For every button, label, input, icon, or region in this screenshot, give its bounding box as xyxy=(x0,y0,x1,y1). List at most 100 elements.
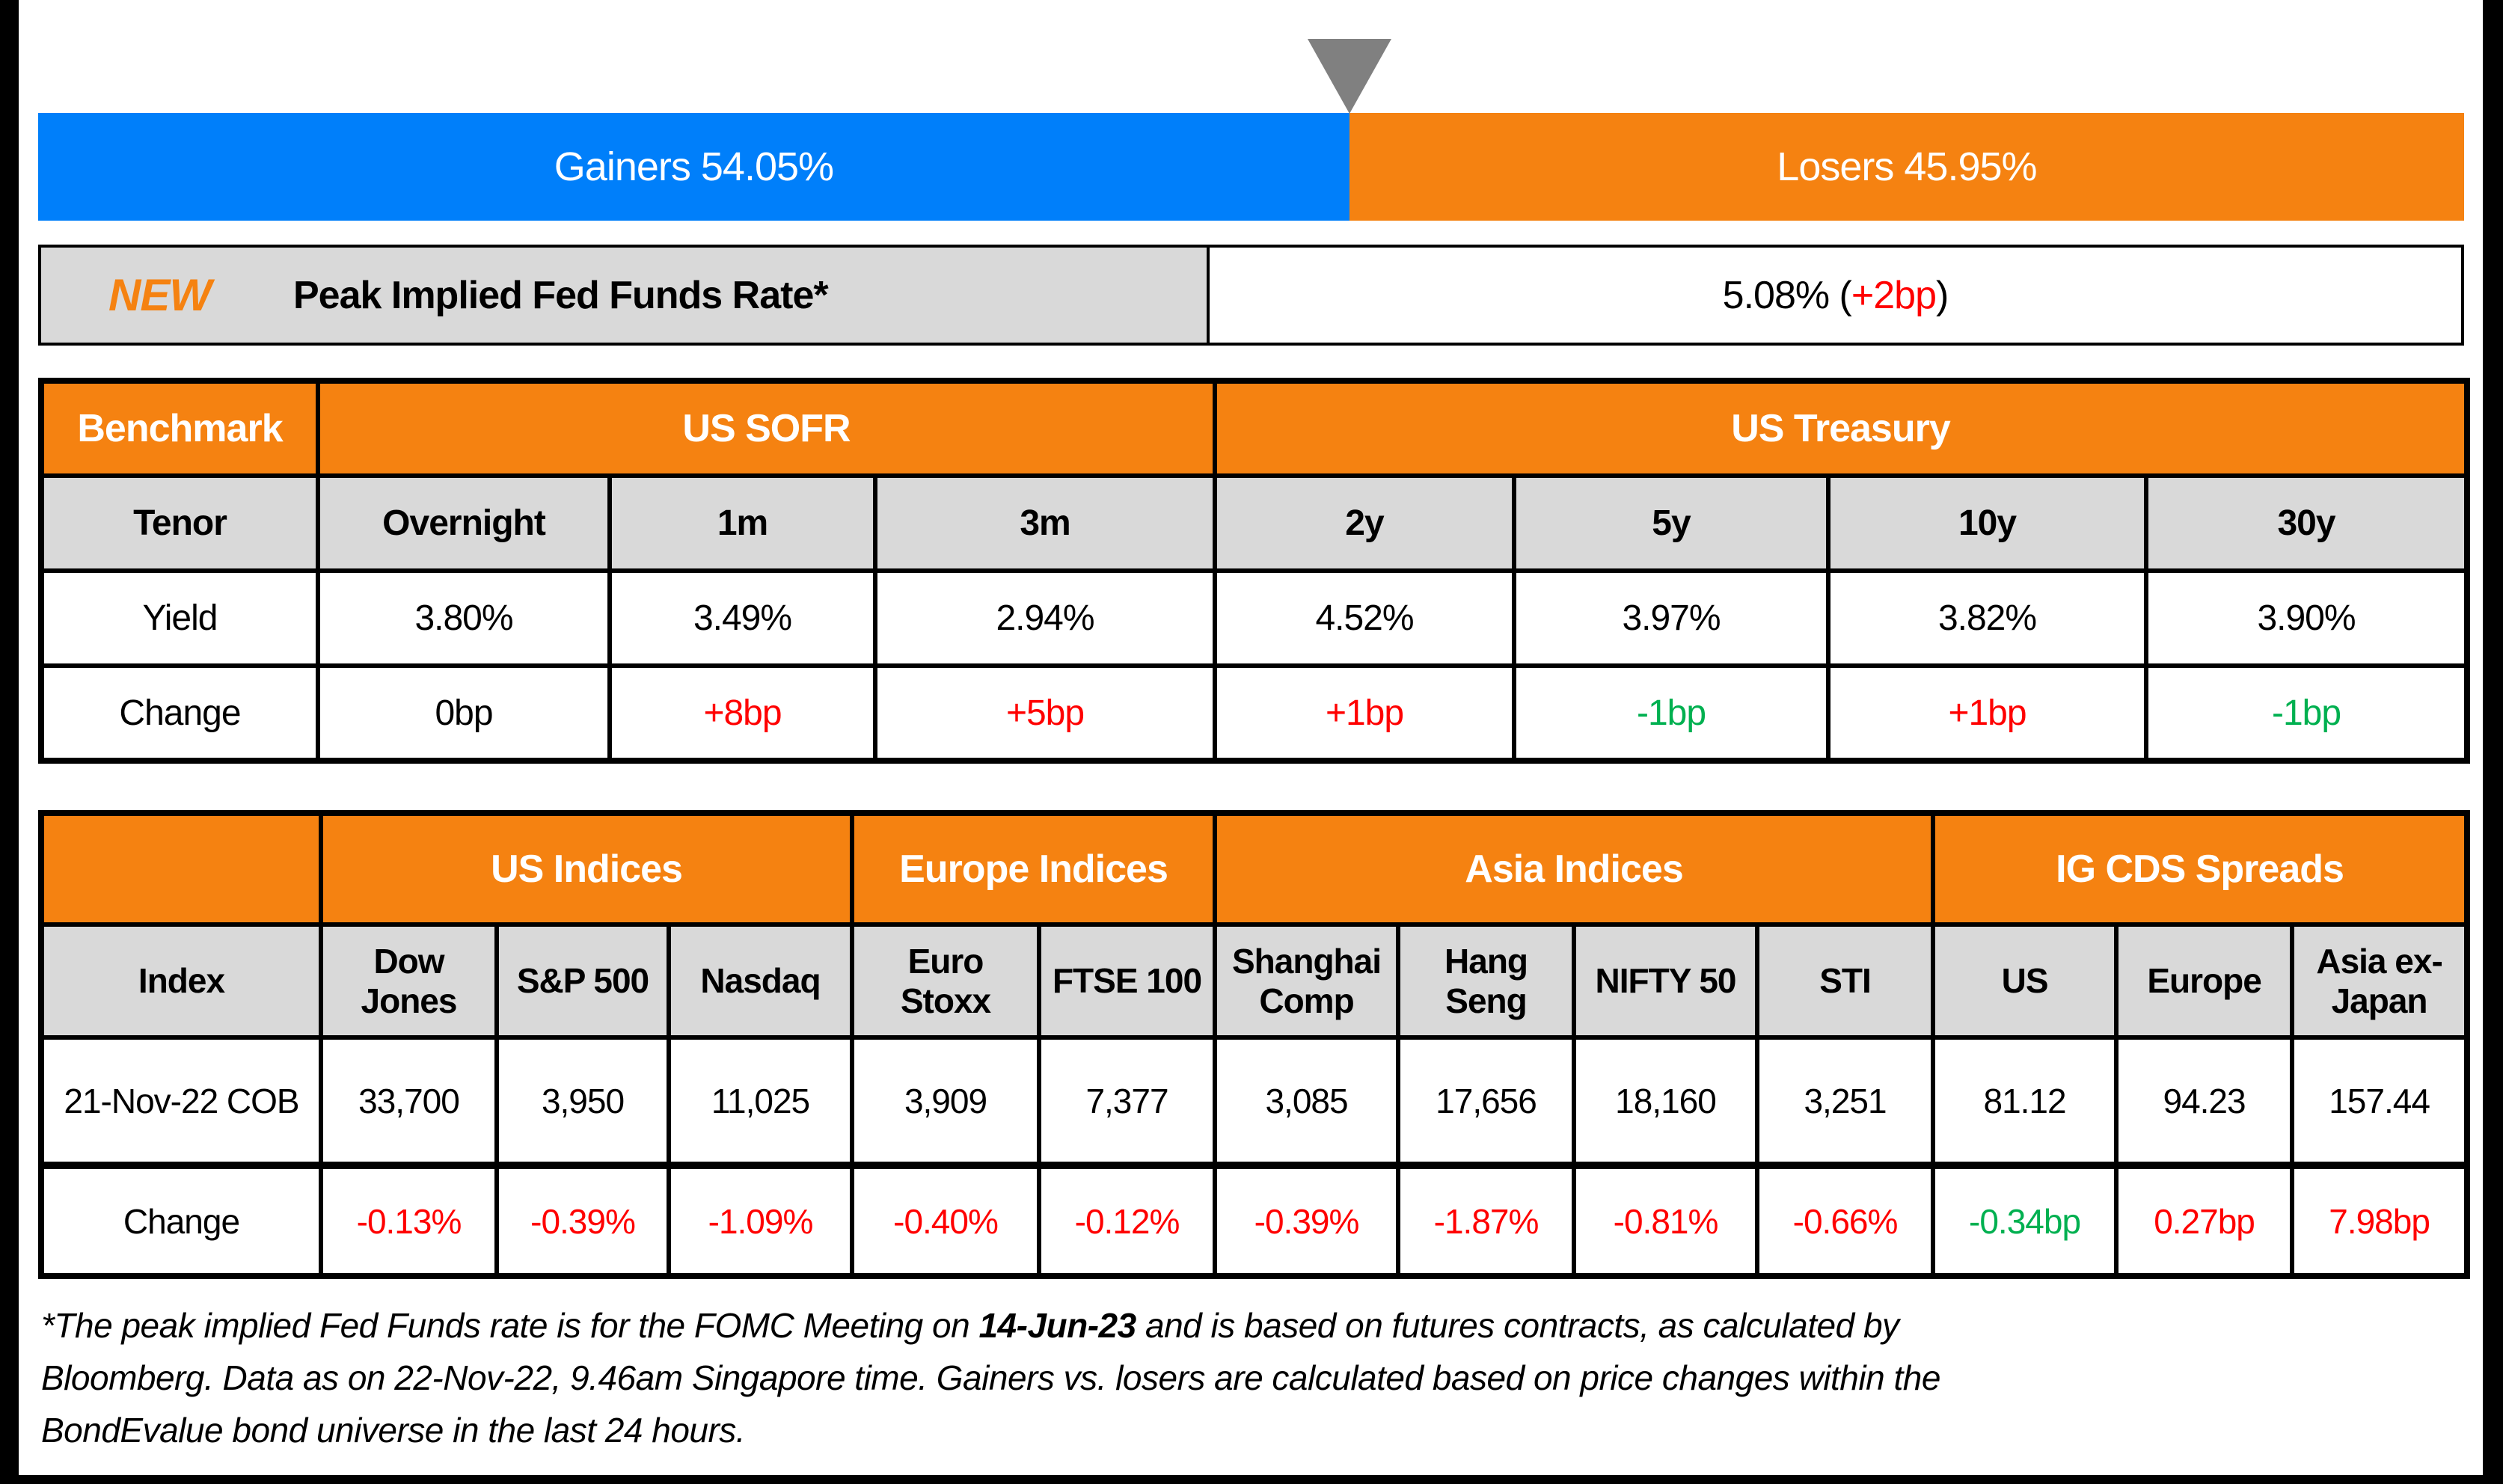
right-black-border xyxy=(2483,0,2503,1484)
indices-change-row: Change -0.13% -0.39% -1.09% -0.40% -0.12… xyxy=(39,1163,2470,1278)
fed-funds-value-close: ) xyxy=(1936,273,1949,317)
value-dow-jones: 33,700 xyxy=(319,1035,499,1169)
change-5y: -1bp xyxy=(1512,663,1830,763)
yield-10y: 3.82% xyxy=(1826,568,2148,668)
change-cds-us: -0.34bp xyxy=(1931,1163,2119,1278)
tenor-10y: 10y xyxy=(1826,473,2148,573)
change-30y: -1bp xyxy=(2144,663,2469,763)
left-black-border xyxy=(0,0,19,1484)
yield-30y: 3.90% xyxy=(2144,568,2469,668)
change-shanghai-comp: -0.39% xyxy=(1213,1163,1401,1278)
change-3m: +5bp xyxy=(873,663,1217,763)
yield-1m: 3.49% xyxy=(607,568,877,668)
footnote-line-2: Bloomberg. Data as on 22-Nov-22, 9.46am … xyxy=(41,1358,1940,1397)
close-date-label: 21-Nov-22 COB xyxy=(39,1035,323,1169)
change-cds-europe: 0.27bp xyxy=(2114,1163,2295,1278)
change-nasdaq: -1.09% xyxy=(667,1163,854,1278)
tenor-5y: 5y xyxy=(1512,473,1830,573)
change-dow-jones: -0.13% xyxy=(319,1163,499,1278)
fed-funds-label-cell: NEW Peak Implied Fed Funds Rate* xyxy=(41,248,1210,343)
benchmark-table: Benchmark US SOFR US Treasury Tenor Over… xyxy=(38,378,2470,764)
ig-cds-spreads-group-header: IG CDS Spreads xyxy=(1931,811,2470,927)
change-sp500: -0.39% xyxy=(494,1163,671,1278)
footnote: *The peak implied Fed Funds rate is for … xyxy=(41,1299,2360,1456)
cds-europe: Europe xyxy=(2114,922,2295,1040)
cds-us: US xyxy=(1931,922,2119,1040)
indices-change-row-label: Change xyxy=(39,1163,323,1278)
bottom-black-border xyxy=(0,1475,2503,1484)
cds-asia-ex-japan: Asia ex-Japan xyxy=(2290,922,2470,1040)
content-area: Gainers 54.05% Losers 45.95% NEW Peak Im… xyxy=(38,0,2471,1484)
footnote-line-1-tail: and is based on futures contracts, as ca… xyxy=(1136,1306,1899,1345)
change-hang-seng: -1.87% xyxy=(1396,1163,1577,1278)
change-10y: +1bp xyxy=(1826,663,2148,763)
value-sti: 3,251 xyxy=(1755,1035,1936,1169)
value-shanghai-comp: 3,085 xyxy=(1213,1035,1401,1169)
benchmark-change-row: Change 0bp +8bp +5bp +1bp -1bp +1bp -1bp xyxy=(39,663,2469,763)
value-cds-asia-ex-japan: 157.44 xyxy=(2290,1035,2470,1169)
indices-header-row: US Indices Europe Indices Asia Indices I… xyxy=(39,811,2470,927)
value-hang-seng: 17,656 xyxy=(1396,1035,1577,1169)
benchmark-header-row: Benchmark US SOFR US Treasury xyxy=(39,378,2469,478)
yield-overnight: 3.80% xyxy=(316,568,612,668)
index-ftse-100: FTSE 100 xyxy=(1036,922,1218,1040)
index-nifty-50: NIFTY 50 xyxy=(1572,922,1760,1040)
tenor-30y: 30y xyxy=(2144,473,2469,573)
us-sofr-group-header: US SOFR xyxy=(316,378,1217,478)
footnote-line-3: BondEvalue bond universe in the last 24 … xyxy=(41,1411,746,1450)
tenor-3m: 3m xyxy=(873,473,1217,573)
change-ftse-100: -0.12% xyxy=(1036,1163,1218,1278)
fed-funds-value-cell: 5.08% (+2bp) xyxy=(1210,248,2461,343)
benchmark-change-row-label: Change xyxy=(39,663,320,763)
yield-row-label: Yield xyxy=(39,568,320,668)
tenor-overnight: Overnight xyxy=(316,473,612,573)
europe-indices-group-header: Europe Indices xyxy=(849,811,1218,927)
index-dow-jones: Dow Jones xyxy=(319,922,499,1040)
tenor-row: Tenor Overnight 1m 3m 2y 5y 10y 30y xyxy=(39,473,2469,573)
index-shanghai-comp: Shanghai Comp xyxy=(1213,922,1401,1040)
indices-table: US Indices Europe Indices Asia Indices I… xyxy=(38,810,2471,1279)
fed-funds-row: NEW Peak Implied Fed Funds Rate* 5.08% (… xyxy=(38,245,2464,346)
fed-funds-change: +2bp xyxy=(1851,273,1937,317)
benchmark-corner-header: Benchmark xyxy=(39,378,320,478)
tenor-1m: 1m xyxy=(607,473,877,573)
tenor-2y: 2y xyxy=(1213,473,1516,573)
new-badge: NEW xyxy=(108,270,212,320)
index-sp500: S&P 500 xyxy=(494,922,671,1040)
footnote-fomc-date: 14-Jun-23 xyxy=(978,1306,1136,1345)
gainers-segment: Gainers 54.05% xyxy=(38,113,1349,221)
change-cds-asia-ex-japan: 7.98bp xyxy=(2290,1163,2470,1278)
value-sp500: 3,950 xyxy=(494,1035,671,1169)
change-overnight: 0bp xyxy=(316,663,612,763)
change-sti: -0.66% xyxy=(1755,1163,1936,1278)
footnote-line-1-text: *The peak implied Fed Funds rate is for … xyxy=(41,1306,979,1345)
index-name-row: Index Dow Jones S&P 500 Nasdaq Euro Stox… xyxy=(39,922,2470,1040)
value-ftse-100: 7,377 xyxy=(1036,1035,1218,1169)
us-treasury-group-header: US Treasury xyxy=(1213,378,2469,478)
yield-3m: 2.94% xyxy=(873,568,1217,668)
yield-5y: 3.97% xyxy=(1512,568,1830,668)
fed-funds-value: 5.08% ( xyxy=(1722,273,1852,317)
value-euro-stoxx: 3,909 xyxy=(850,1035,1041,1169)
losers-segment: Losers 45.95% xyxy=(1349,113,2464,221)
gainers-label: Gainers 54.05% xyxy=(554,144,834,189)
tenor-row-label: Tenor xyxy=(39,473,320,573)
yield-2y: 4.52% xyxy=(1213,568,1516,668)
change-euro-stoxx: -0.40% xyxy=(850,1163,1041,1278)
down-triangle-marker-icon xyxy=(1307,39,1391,114)
yield-row: Yield 3.80% 3.49% 2.94% 4.52% 3.97% 3.82… xyxy=(39,568,2469,668)
index-row-label: Index xyxy=(39,922,323,1040)
losers-label: Losers 45.95% xyxy=(1777,144,2037,189)
asia-indices-group-header: Asia Indices xyxy=(1213,811,1936,927)
index-hang-seng: Hang Seng xyxy=(1396,922,1577,1040)
us-indices-group-header: US Indices xyxy=(319,811,854,927)
fed-funds-title: Peak Implied Fed Funds Rate* xyxy=(292,273,829,317)
index-nasdaq: Nasdaq xyxy=(667,922,854,1040)
value-nasdaq: 11,025 xyxy=(667,1035,854,1169)
change-2y: +1bp xyxy=(1213,663,1516,763)
gainers-losers-bar: Gainers 54.05% Losers 45.95% xyxy=(38,113,2464,221)
change-1m: +8bp xyxy=(607,663,877,763)
index-sti: STI xyxy=(1755,922,1936,1040)
value-cds-europe: 94.23 xyxy=(2114,1035,2295,1169)
